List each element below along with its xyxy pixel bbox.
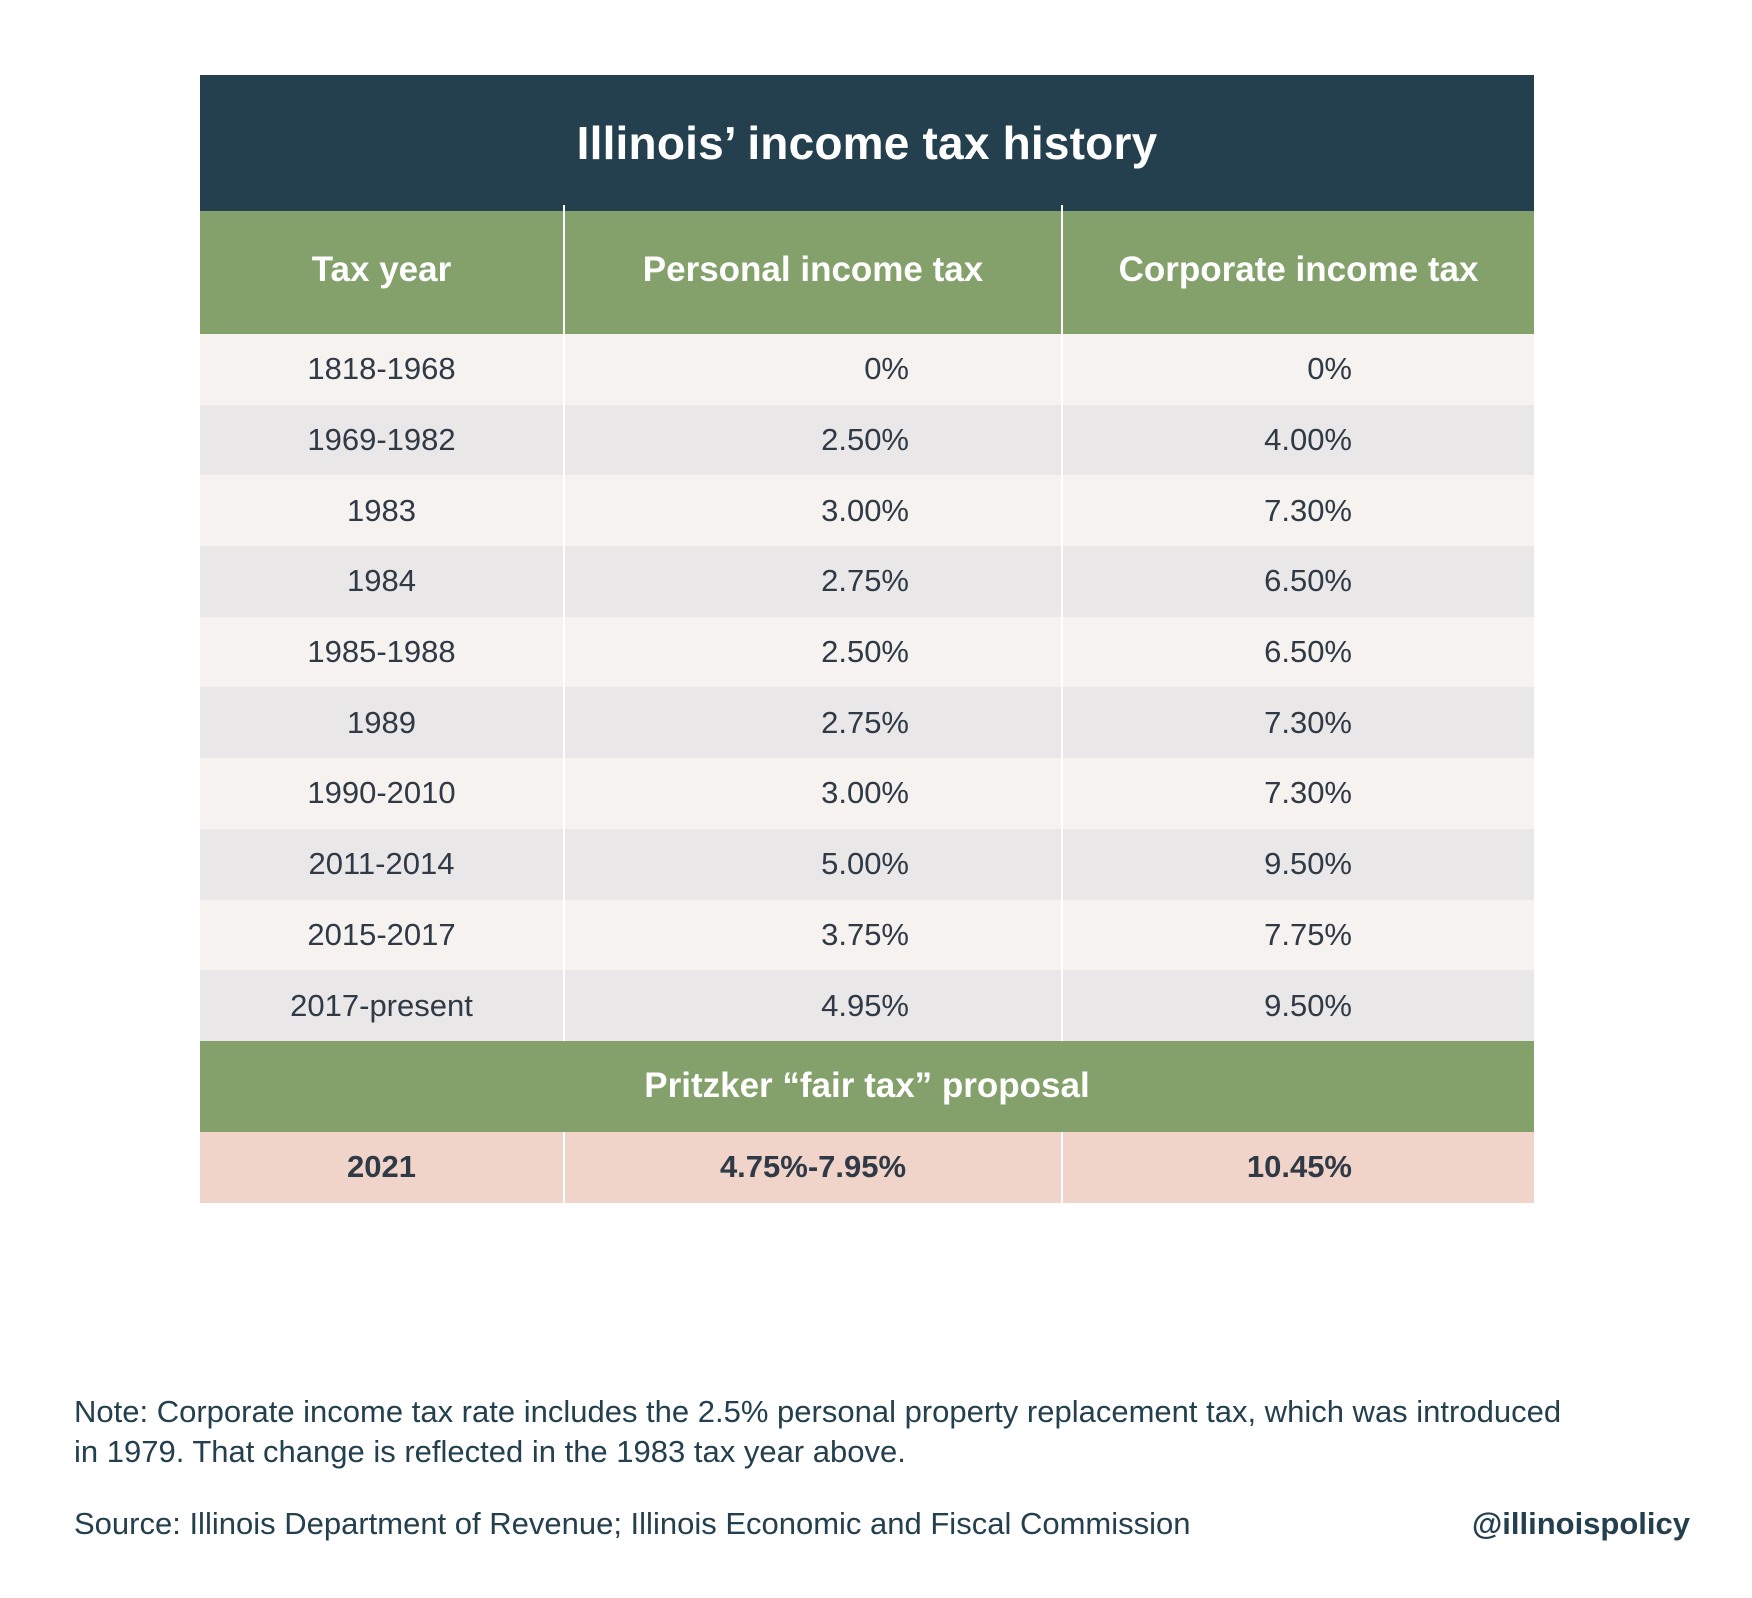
- corporate-rate-cell: 6.50%: [1061, 546, 1534, 617]
- table-row: 2015-2017 3.75% 7.75%: [200, 899, 1534, 971]
- column-header-tax-year: Tax year: [311, 249, 452, 289]
- footnote: Note: Corporate income tax rate includes…: [74, 1394, 1562, 1469]
- tax-year-cell: 1984: [347, 563, 416, 599]
- tax-year-cell: 2017-present: [290, 987, 473, 1023]
- corporate-rate-cell: 6.50%: [1061, 616, 1534, 688]
- personal-rate-cell: 3.00%: [563, 758, 1061, 829]
- table-row: 1983 3.00% 7.30%: [200, 475, 1534, 547]
- tax-year-cell: 1985-1988: [307, 634, 456, 670]
- table-row: 1969-1982 2.50% 4.00%: [200, 404, 1534, 476]
- proposal-year-cell: 2021: [347, 1149, 416, 1185]
- social-handle: @illinoispolicy: [1472, 1506, 1690, 1541]
- personal-rate-cell: 2.50%: [563, 616, 1061, 688]
- tax-history-table: Illinois’ income tax history Tax year Pe…: [200, 75, 1534, 1203]
- proposal-row: 2021 4.75%-7.95% 10.45%: [200, 1131, 1534, 1203]
- personal-rate-cell: 0%: [563, 334, 1061, 405]
- table-row: 1984 2.75% 6.50%: [200, 546, 1534, 617]
- corporate-rate-cell: 7.30%: [1061, 687, 1534, 759]
- table-row: 2011-2014 5.00% 9.50%: [200, 828, 1534, 900]
- tax-year-cell: 1969-1982: [307, 422, 456, 458]
- corporate-rate-cell: 7.30%: [1061, 475, 1534, 547]
- table-body: 1818-1968 0% 0% 1969-1982 2.50% 4.00% 1983 3.00…: [200, 334, 1534, 1041]
- column-header-personal-income-tax: Personal income tax: [563, 205, 1061, 334]
- personal-rate-cell: 2.75%: [563, 687, 1061, 759]
- tax-year-cell: 1989: [347, 704, 416, 740]
- column-header-corporate-income-tax: Corporate income tax: [1061, 205, 1534, 334]
- source-line: Source: Illinois Department of Revenue; …: [74, 1506, 1191, 1541]
- tax-year-cell: 1983: [347, 492, 416, 528]
- table-row: 1818-1968 0% 0%: [200, 334, 1534, 405]
- personal-rate-cell: 5.00%: [563, 828, 1061, 900]
- personal-rate-cell: 3.00%: [563, 475, 1061, 547]
- tax-year-cell: 1818-1968: [307, 351, 456, 387]
- personal-rate-cell: 2.75%: [563, 546, 1061, 617]
- personal-rate-cell: 2.50%: [563, 404, 1061, 476]
- tax-year-cell: 1990-2010: [307, 775, 456, 811]
- table-header-row: Tax year Personal income tax Corporate i…: [200, 205, 1534, 334]
- corporate-rate-cell: 7.30%: [1061, 758, 1534, 829]
- personal-rate-cell: 4.95%: [563, 970, 1061, 1041]
- proposal-corporate-cell: 10.45%: [1061, 1131, 1534, 1203]
- corporate-rate-cell: 9.50%: [1061, 970, 1534, 1041]
- personal-rate-cell: 3.75%: [563, 899, 1061, 971]
- proposal-personal-cell: 4.75%-7.95%: [563, 1131, 1061, 1203]
- table-row: 1985-1988 2.50% 6.50%: [200, 616, 1534, 688]
- corporate-rate-cell: 9.50%: [1061, 828, 1534, 900]
- proposal-section-header: Pritzker “fair tax” proposal: [200, 1040, 1534, 1132]
- tax-year-cell: 2011-2014: [308, 846, 455, 882]
- table-row: 1989 2.75% 7.30%: [200, 687, 1534, 759]
- table-row: 1990-2010 3.00% 7.30%: [200, 758, 1534, 829]
- table-title: Illinois’ income tax history: [200, 75, 1534, 211]
- corporate-rate-cell: 4.00%: [1061, 404, 1534, 476]
- tax-year-cell: 2015-2017: [307, 916, 456, 952]
- corporate-rate-cell: 7.75%: [1061, 899, 1534, 971]
- table-row: 2017-present 4.95% 9.50%: [200, 970, 1534, 1041]
- corporate-rate-cell: 0%: [1061, 334, 1534, 405]
